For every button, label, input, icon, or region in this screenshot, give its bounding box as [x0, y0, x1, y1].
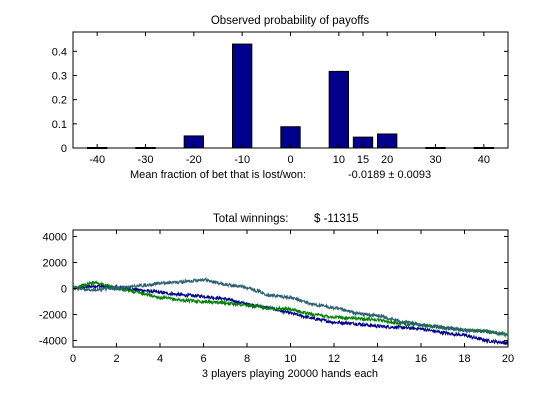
y-axis-ticks: 0 0.1 0.2 0.3 0.4 [52, 46, 508, 155]
x-tick-label: 8 [244, 353, 250, 365]
x-tick-label: -10 [234, 154, 250, 166]
y-tick-label: 4000 [43, 232, 67, 244]
x-tick-label: 12 [328, 353, 340, 365]
x-tick-label: 10 [333, 154, 345, 166]
x-axis-ticks: -40 -30 -20 -10 0 10 15 20 30 40 [89, 32, 490, 166]
x-tick-label: 40 [478, 154, 490, 166]
total-winnings-chart: Total winnings: $ -11315 0 2 4 6 8 10 12 14 16 18… [39, 213, 514, 380]
x-axis-ticks: 0 2 4 6 8 10 12 14 16 18 20 [70, 230, 514, 365]
x-tick-label: 15 [357, 154, 369, 166]
y-tick-label: 0.2 [52, 95, 67, 107]
x-tick-label: 16 [415, 353, 427, 365]
x-tick-label: 2 [113, 353, 119, 365]
x-tick-label: -20 [186, 154, 202, 166]
x-axis-label: 3 players playing 20000 hands each [202, 368, 378, 380]
mean-fraction-value: -0.0189 ± 0.0093 [348, 169, 431, 181]
y-tick-label: 2000 [43, 258, 67, 270]
y-tick-label: 0 [61, 284, 67, 296]
y-tick-label: 0.1 [52, 119, 67, 131]
y-tick-label: 0.4 [52, 46, 67, 58]
x-tick-label: 4 [157, 353, 163, 365]
x-tick-label: 10 [284, 353, 296, 365]
mean-fraction-label: Mean fraction of bet that is lost/won: [130, 169, 306, 181]
bar [232, 43, 253, 149]
x-tick-label: 20 [502, 353, 514, 365]
chart-title: Observed probability of payoffs [211, 15, 370, 27]
x-tick-label: 18 [458, 353, 470, 365]
series-line [72, 283, 509, 346]
payoff-probability-chart: Observed probability of payoffs -40 -30 -2… [52, 15, 509, 181]
bar [328, 70, 349, 149]
x-tick-label: -40 [89, 154, 105, 166]
x-tick-label: 14 [371, 353, 383, 365]
y-tick-label: -4000 [39, 336, 67, 348]
y-tick-label: 0 [61, 143, 67, 155]
x-tick-label: 6 [200, 353, 206, 365]
chart-title: Total winnings: [213, 213, 288, 225]
y-tick-label: -2000 [39, 310, 67, 322]
x-tick-label: 30 [429, 154, 441, 166]
series-lines [72, 276, 509, 346]
y-axis-ticks: -4000 -2000 0 2000 4000 [39, 232, 508, 348]
series-line [72, 276, 509, 339]
total-winnings-value: $ -11315 [314, 213, 359, 225]
y-tick-label: 0.3 [52, 71, 67, 83]
x-tick-label: -30 [138, 154, 154, 166]
x-tick-label: 0 [287, 154, 293, 166]
x-tick-label: 0 [70, 353, 76, 365]
x-tick-label: 20 [381, 154, 393, 166]
